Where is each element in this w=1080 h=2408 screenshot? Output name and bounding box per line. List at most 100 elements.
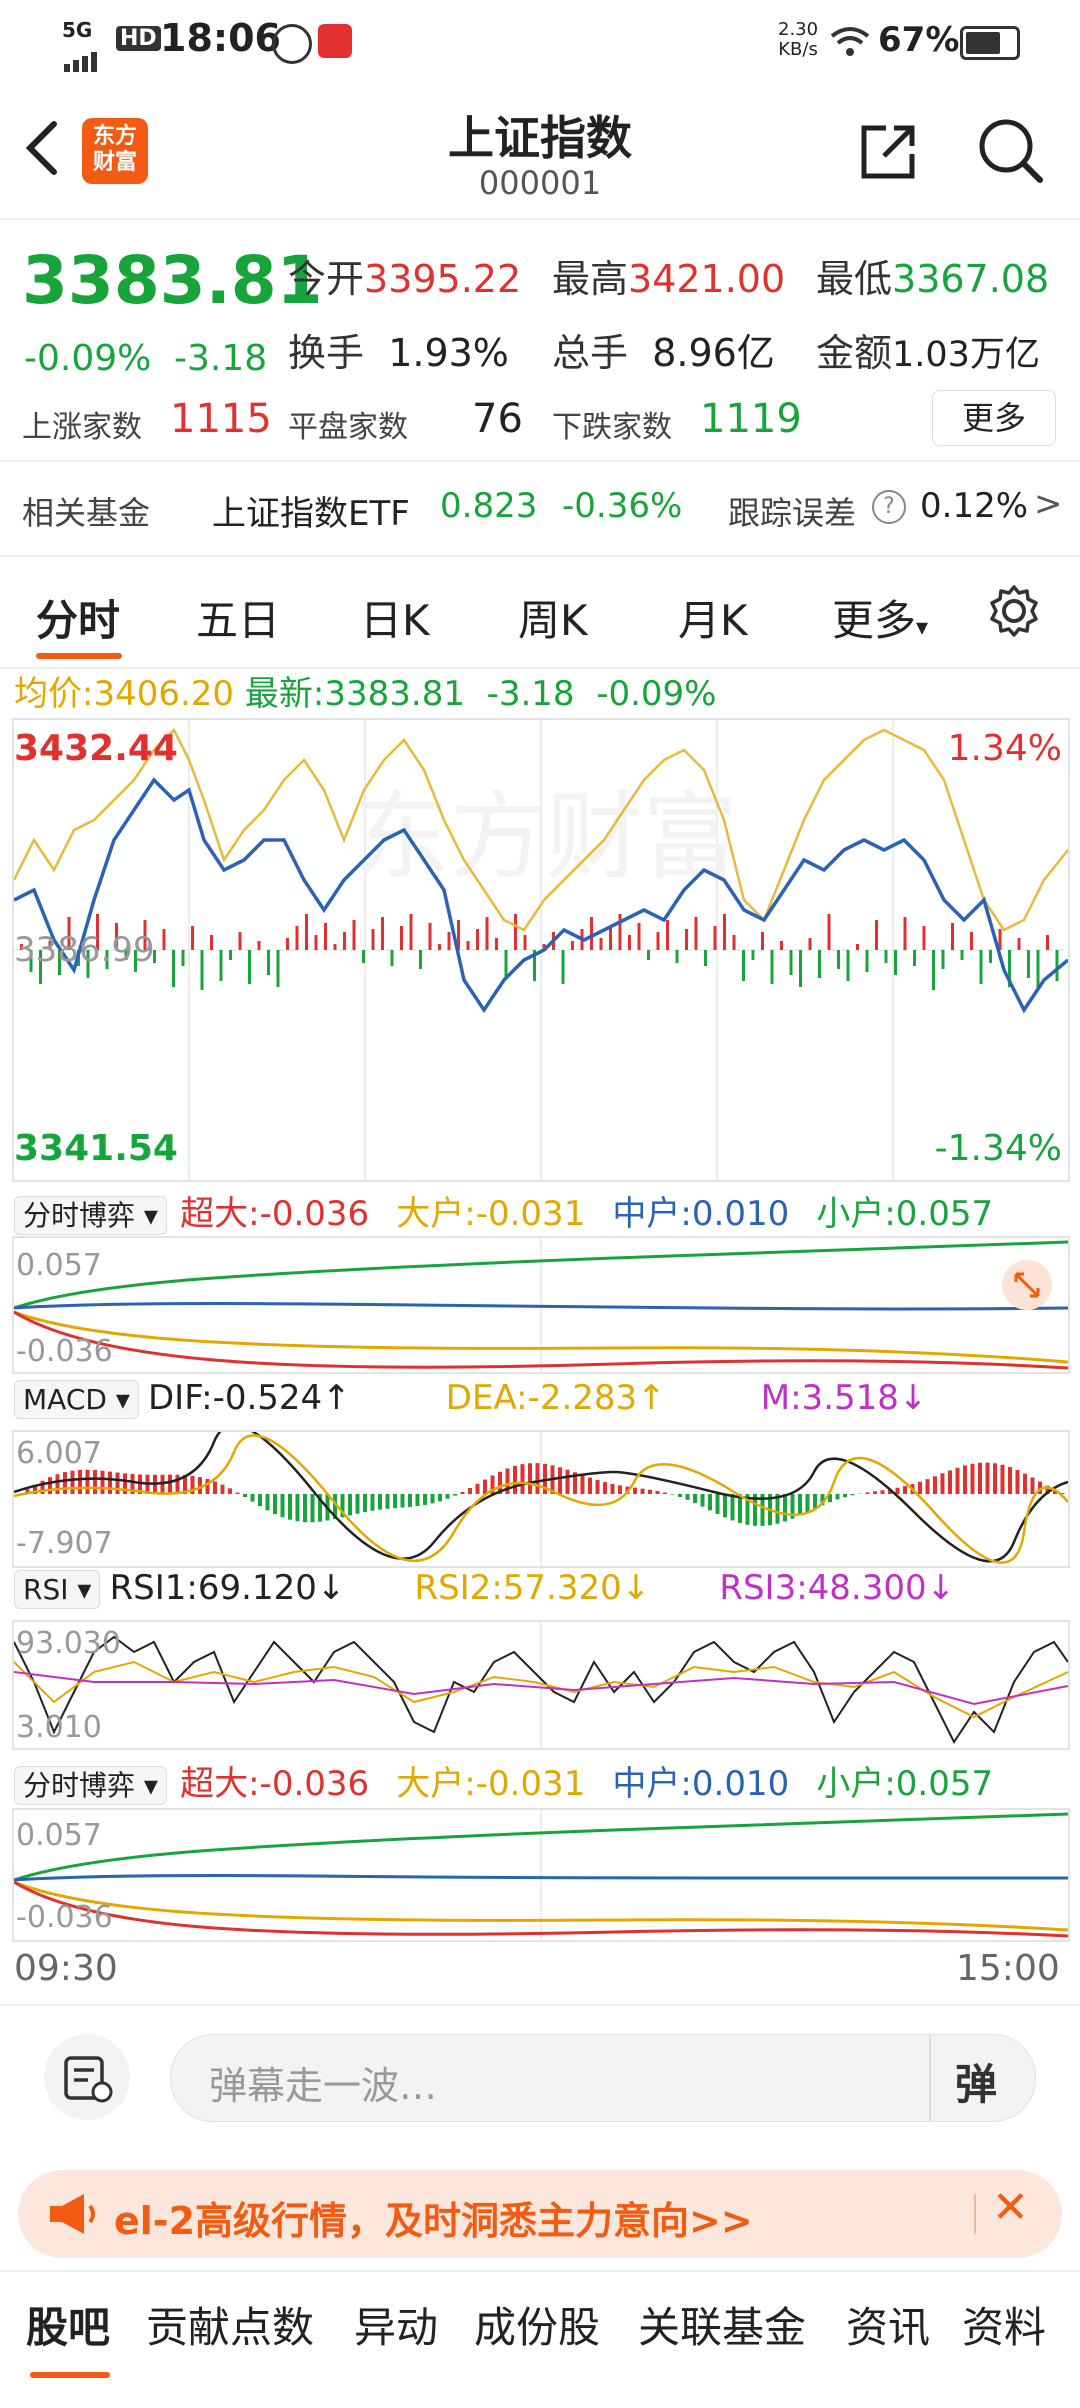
- tab-constituents[interactable]: 成份股: [474, 2303, 601, 2352]
- unchanged-label: 平盘家数: [288, 410, 408, 445]
- volume-bar: [400, 926, 403, 950]
- macd-bar: [1015, 1470, 1020, 1494]
- flow-chart-1[interactable]: 0.057 -0.036: [12, 1236, 1070, 1374]
- macd-bar: [393, 1494, 397, 1509]
- macd-bar: [573, 1472, 577, 1494]
- banner-close-icon[interactable]: ✕: [992, 2182, 1029, 2233]
- tab-five-day[interactable]: 五日: [196, 596, 281, 645]
- volume-bar: [276, 950, 280, 987]
- promo-banner[interactable]: el-2高级行情，及时洞悉主力意向>> ✕: [18, 2170, 1062, 2258]
- tab-monthly-k[interactable]: 月K: [678, 596, 748, 645]
- macd-bar: [678, 1494, 682, 1497]
- volume-bar: [590, 917, 593, 950]
- macd-bar: [745, 1494, 750, 1525]
- tab-news[interactable]: 资讯: [846, 2303, 931, 2352]
- macd-bar: [558, 1467, 562, 1494]
- volume-bar: [960, 950, 964, 960]
- share-button[interactable]: [856, 120, 920, 188]
- rsi-chart[interactable]: 93.030 3.010: [12, 1620, 1070, 1750]
- volume-bar: [162, 929, 166, 950]
- macd-bar: [933, 1476, 937, 1494]
- volume-bar: [134, 950, 137, 972]
- macd-bar: [183, 1475, 187, 1494]
- macd-chart[interactable]: 6.007 -7.907: [12, 1430, 1070, 1568]
- wifi-icon: [830, 26, 870, 67]
- volume-bar: [143, 920, 147, 950]
- y-axis-min: 3341.54: [14, 1128, 178, 1169]
- advancers-label: 上涨家数: [22, 410, 142, 445]
- indicator-selector[interactable]: 分时博弈 ▾: [14, 1766, 167, 1805]
- volume-bar: [827, 914, 831, 950]
- macd-bar: [175, 1474, 180, 1494]
- volume-bar: [628, 935, 631, 950]
- danmaku-send-button[interactable]: 弹: [955, 2060, 998, 2109]
- indicator-selector[interactable]: MACD ▾: [14, 1380, 139, 1419]
- macd-bar: [543, 1463, 547, 1494]
- macd-bar: [655, 1491, 660, 1494]
- banner-text: el-2高级行情，及时洞悉主力意向>>: [114, 2199, 753, 2243]
- tab-more[interactable]: 更多▾: [832, 596, 929, 645]
- volume-bar: [457, 920, 460, 950]
- macd-bar: [535, 1463, 540, 1494]
- macd-bar: [48, 1477, 52, 1494]
- macd-bar: [1000, 1464, 1005, 1494]
- y-axis-mid: 3386.99: [14, 930, 155, 970]
- expand-button[interactable]: [1002, 1260, 1052, 1310]
- back-button[interactable]: [18, 118, 68, 178]
- volume-bar: [248, 950, 251, 984]
- volume-bar: [447, 932, 451, 950]
- tab-intraday[interactable]: 分时: [36, 596, 121, 645]
- tab-daily-k[interactable]: 日K: [360, 596, 430, 645]
- macd-bar: [295, 1494, 300, 1522]
- volume-bar: [48, 941, 52, 950]
- volume-bar: [390, 950, 394, 966]
- settings-button[interactable]: [986, 583, 1042, 643]
- volume-bar: [267, 950, 270, 975]
- rsi-chart-canvas: [14, 1622, 1068, 1748]
- tab-contribution[interactable]: 贡献点数: [146, 2303, 315, 2352]
- volume-bar: [941, 950, 945, 969]
- pct-axis-min: -1.34%: [934, 1128, 1062, 1169]
- macd-bar: [205, 1478, 210, 1494]
- flow-chart-2[interactable]: 0.057 -0.036: [12, 1808, 1070, 1942]
- open-stat: 今开3395.22: [288, 257, 522, 301]
- macd-bar: [340, 1494, 345, 1518]
- danmaku-toggle-button[interactable]: [44, 2034, 130, 2120]
- intraday-chart[interactable]: 东方财富 3432.44 3386.99 3341.54 1.34% -1.34…: [12, 718, 1070, 1182]
- tab-weekly-k[interactable]: 周K: [518, 596, 588, 645]
- rsi-y-bottom: 3.010: [16, 1710, 102, 1745]
- macd-bar: [1008, 1467, 1012, 1494]
- more-button[interactable]: 更多: [932, 390, 1056, 446]
- quote-panel: 3383.81 -0.09% -3.18 今开3395.22 最高3421.00…: [0, 220, 1080, 550]
- y-axis-max: 3432.44: [14, 728, 178, 769]
- fund-arrow-icon[interactable]: >: [1034, 484, 1063, 524]
- macd-bar: [498, 1471, 502, 1494]
- macd-bar: [273, 1494, 277, 1515]
- comment-input[interactable]: 弹幕走一波… 弹: [170, 2034, 1036, 2122]
- volume-bar: [932, 950, 935, 990]
- tab-profile[interactable]: 资料: [962, 2303, 1047, 2352]
- macd-bar: [820, 1494, 825, 1506]
- volume-bar: [618, 914, 622, 950]
- macd-bar: [948, 1470, 952, 1494]
- volume-bar: [1055, 950, 1059, 981]
- volume-bar: [922, 926, 926, 950]
- volume-bar: [153, 950, 156, 963]
- macd-chart-canvas: [14, 1432, 1068, 1566]
- volume-stat: 总手 8.96亿: [552, 331, 775, 375]
- volume-bar: [371, 929, 375, 950]
- tab-movement[interactable]: 异动: [354, 2303, 439, 2352]
- indicator-selector[interactable]: RSI ▾: [14, 1570, 101, 1609]
- fund-name[interactable]: 上证指数ETF: [212, 494, 410, 534]
- macd-bar: [940, 1473, 945, 1494]
- tab-guba[interactable]: 股吧: [26, 2303, 111, 2352]
- volume-bar: [352, 920, 356, 950]
- volume-bar: [561, 950, 565, 984]
- help-icon[interactable]: ?: [872, 490, 906, 524]
- macd-bar: [775, 1494, 780, 1524]
- tab-related-funds[interactable]: 关联基金: [638, 2303, 807, 2352]
- macd-bar: [925, 1479, 930, 1494]
- indicator-selector[interactable]: 分时博弈 ▾: [14, 1196, 167, 1235]
- search-button[interactable]: [974, 114, 1046, 190]
- macd-bar: [40, 1480, 45, 1494]
